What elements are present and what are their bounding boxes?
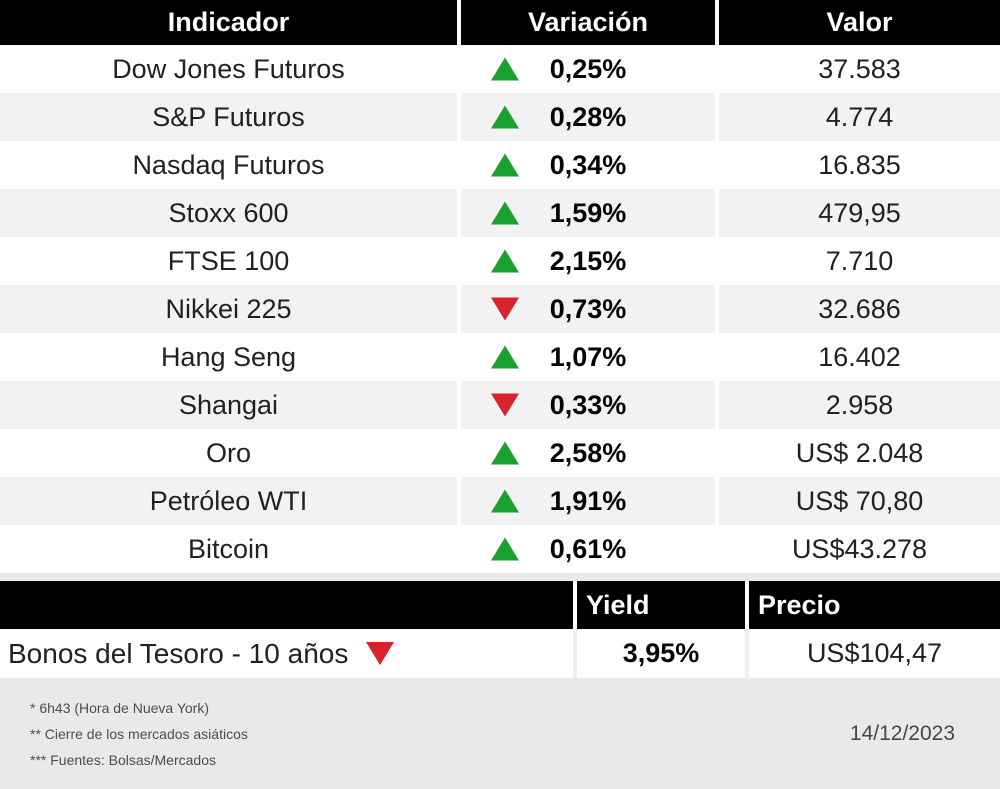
table-row: Dow Jones Futuros 0,25% 37.583 [0, 45, 1000, 93]
section-divider [0, 573, 1000, 581]
footnote-time: * 6h43 (Hora de Nueva York) [30, 699, 209, 716]
variation-value: 2,58% [549, 437, 627, 468]
variation-cell: 0,73% [457, 285, 715, 333]
variation-value: 0,61% [549, 533, 627, 564]
value-cell: 2.958 [715, 381, 1000, 429]
indicator-name: Oro [0, 429, 457, 477]
indicator-name: Nikkei 225 [0, 285, 457, 333]
indicator-name: FTSE 100 [0, 237, 457, 285]
up-triangle-icon [491, 105, 519, 129]
table-row: Stoxx 600 1,59% 479,95 [0, 189, 1000, 237]
up-triangle-icon [491, 153, 519, 177]
down-triangle-icon [491, 297, 519, 321]
variation-cell: 0,34% [457, 141, 715, 189]
value-cell: US$ 2.048 [715, 429, 1000, 477]
up-triangle-icon [491, 249, 519, 273]
market-table-header: Indicador Variación Valor [0, 0, 1000, 45]
bond-yield-value: 3,95% [622, 638, 700, 668]
variation-cell: 2,15% [457, 237, 715, 285]
variation-value: 1,07% [549, 341, 627, 372]
variation-value: 0,25% [549, 53, 627, 84]
value-cell: 37.583 [715, 45, 1000, 93]
value-cell: 16.402 [715, 333, 1000, 381]
up-triangle-icon [491, 441, 519, 465]
bond-label: Bonos del Tesoro - 10 años [8, 637, 349, 669]
variation-cell: 0,28% [457, 93, 715, 141]
bond-price-value: US$104,47 [806, 638, 943, 668]
bond-yield-cell: 3,95% [573, 629, 745, 678]
variation-cell: 0,25% [457, 45, 715, 93]
table-row: Nikkei 225 0,73% 32.686 [0, 285, 1000, 333]
footnote-asian-markets: ** Cierre de los mercados asiáticos [30, 725, 248, 742]
table-row: FTSE 100 2,15% 7.710 [0, 237, 1000, 285]
footer: * 6h43 (Hora de Nueva York) ** Cierre de… [0, 678, 1000, 789]
variation-value: 2,15% [549, 245, 627, 276]
indicator-name: S&P Futuros [0, 93, 457, 141]
header-precio: Precio [745, 581, 1000, 629]
down-triangle-icon [491, 393, 519, 417]
table-row: Hang Seng 1,07% 16.402 [0, 333, 1000, 381]
bond-table-header: Yield Precio [0, 581, 1000, 629]
table-row: Shangai 0,33% 2.958 [0, 381, 1000, 429]
market-table-body: Dow Jones Futuros 0,25% 37.583 S&P Futur… [0, 45, 1000, 573]
date-label: 14/12/2023 [849, 721, 955, 745]
variation-cell: 2,58% [457, 429, 715, 477]
table-row: S&P Futuros 0,28% 4.774 [0, 93, 1000, 141]
up-triangle-icon [491, 201, 519, 225]
footnote-sources: *** Fuentes: Bolsas/Mercados [30, 751, 216, 768]
indicator-name: Petróleo WTI [0, 477, 457, 525]
value-cell: 479,95 [715, 189, 1000, 237]
table-row: Petróleo WTI 1,91% US$ 70,80 [0, 477, 1000, 525]
indicator-name: Bitcoin [0, 525, 457, 573]
variation-value: 1,59% [549, 197, 627, 228]
value-cell: US$ 70,80 [715, 477, 1000, 525]
table-row: Nasdaq Futuros 0,34% 16.835 [0, 141, 1000, 189]
variation-value: 0,28% [549, 101, 627, 132]
footnotes: * 6h43 (Hora de Nueva York) ** Cierre de… [30, 695, 248, 773]
variation-value: 0,33% [549, 389, 627, 420]
indicator-name: Stoxx 600 [0, 189, 457, 237]
variation-cell: 1,59% [457, 189, 715, 237]
variation-value: 0,34% [549, 149, 627, 180]
table-row: Bitcoin 0,61% US$43.278 [0, 525, 1000, 573]
variation-cell: 0,33% [457, 381, 715, 429]
indicator-name: Shangai [0, 381, 457, 429]
bond-price-cell: US$104,47 [745, 629, 1000, 678]
indicator-name: Nasdaq Futuros [0, 141, 457, 189]
down-triangle-icon [366, 642, 395, 665]
value-cell: 4.774 [715, 93, 1000, 141]
variation-cell: 1,07% [457, 333, 715, 381]
bond-row: Bonos del Tesoro - 10 años 3,95% US$104,… [0, 629, 1000, 678]
value-cell: US$43.278 [715, 525, 1000, 573]
value-cell: 32.686 [715, 285, 1000, 333]
table-row: Oro 2,58% US$ 2.048 [0, 429, 1000, 477]
value-cell: 16.835 [715, 141, 1000, 189]
up-triangle-icon [491, 489, 519, 513]
bond-header-spacer [0, 581, 573, 629]
up-triangle-icon [491, 57, 519, 81]
variation-value: 0,73% [549, 293, 627, 324]
variation-cell: 1,91% [457, 477, 715, 525]
header-yield: Yield [573, 581, 745, 629]
variation-cell: 0,61% [457, 525, 715, 573]
variation-value: 1,91% [549, 485, 627, 516]
header-valor: Valor [715, 0, 1000, 45]
header-indicador: Indicador [0, 0, 457, 45]
value-cell: 7.710 [715, 237, 1000, 285]
indicator-name: Hang Seng [0, 333, 457, 381]
up-triangle-icon [491, 537, 519, 561]
indicator-name: Dow Jones Futuros [0, 45, 457, 93]
bond-label-cell: Bonos del Tesoro - 10 años [0, 629, 573, 678]
up-triangle-icon [491, 345, 519, 369]
header-variacion: Variación [457, 0, 715, 45]
